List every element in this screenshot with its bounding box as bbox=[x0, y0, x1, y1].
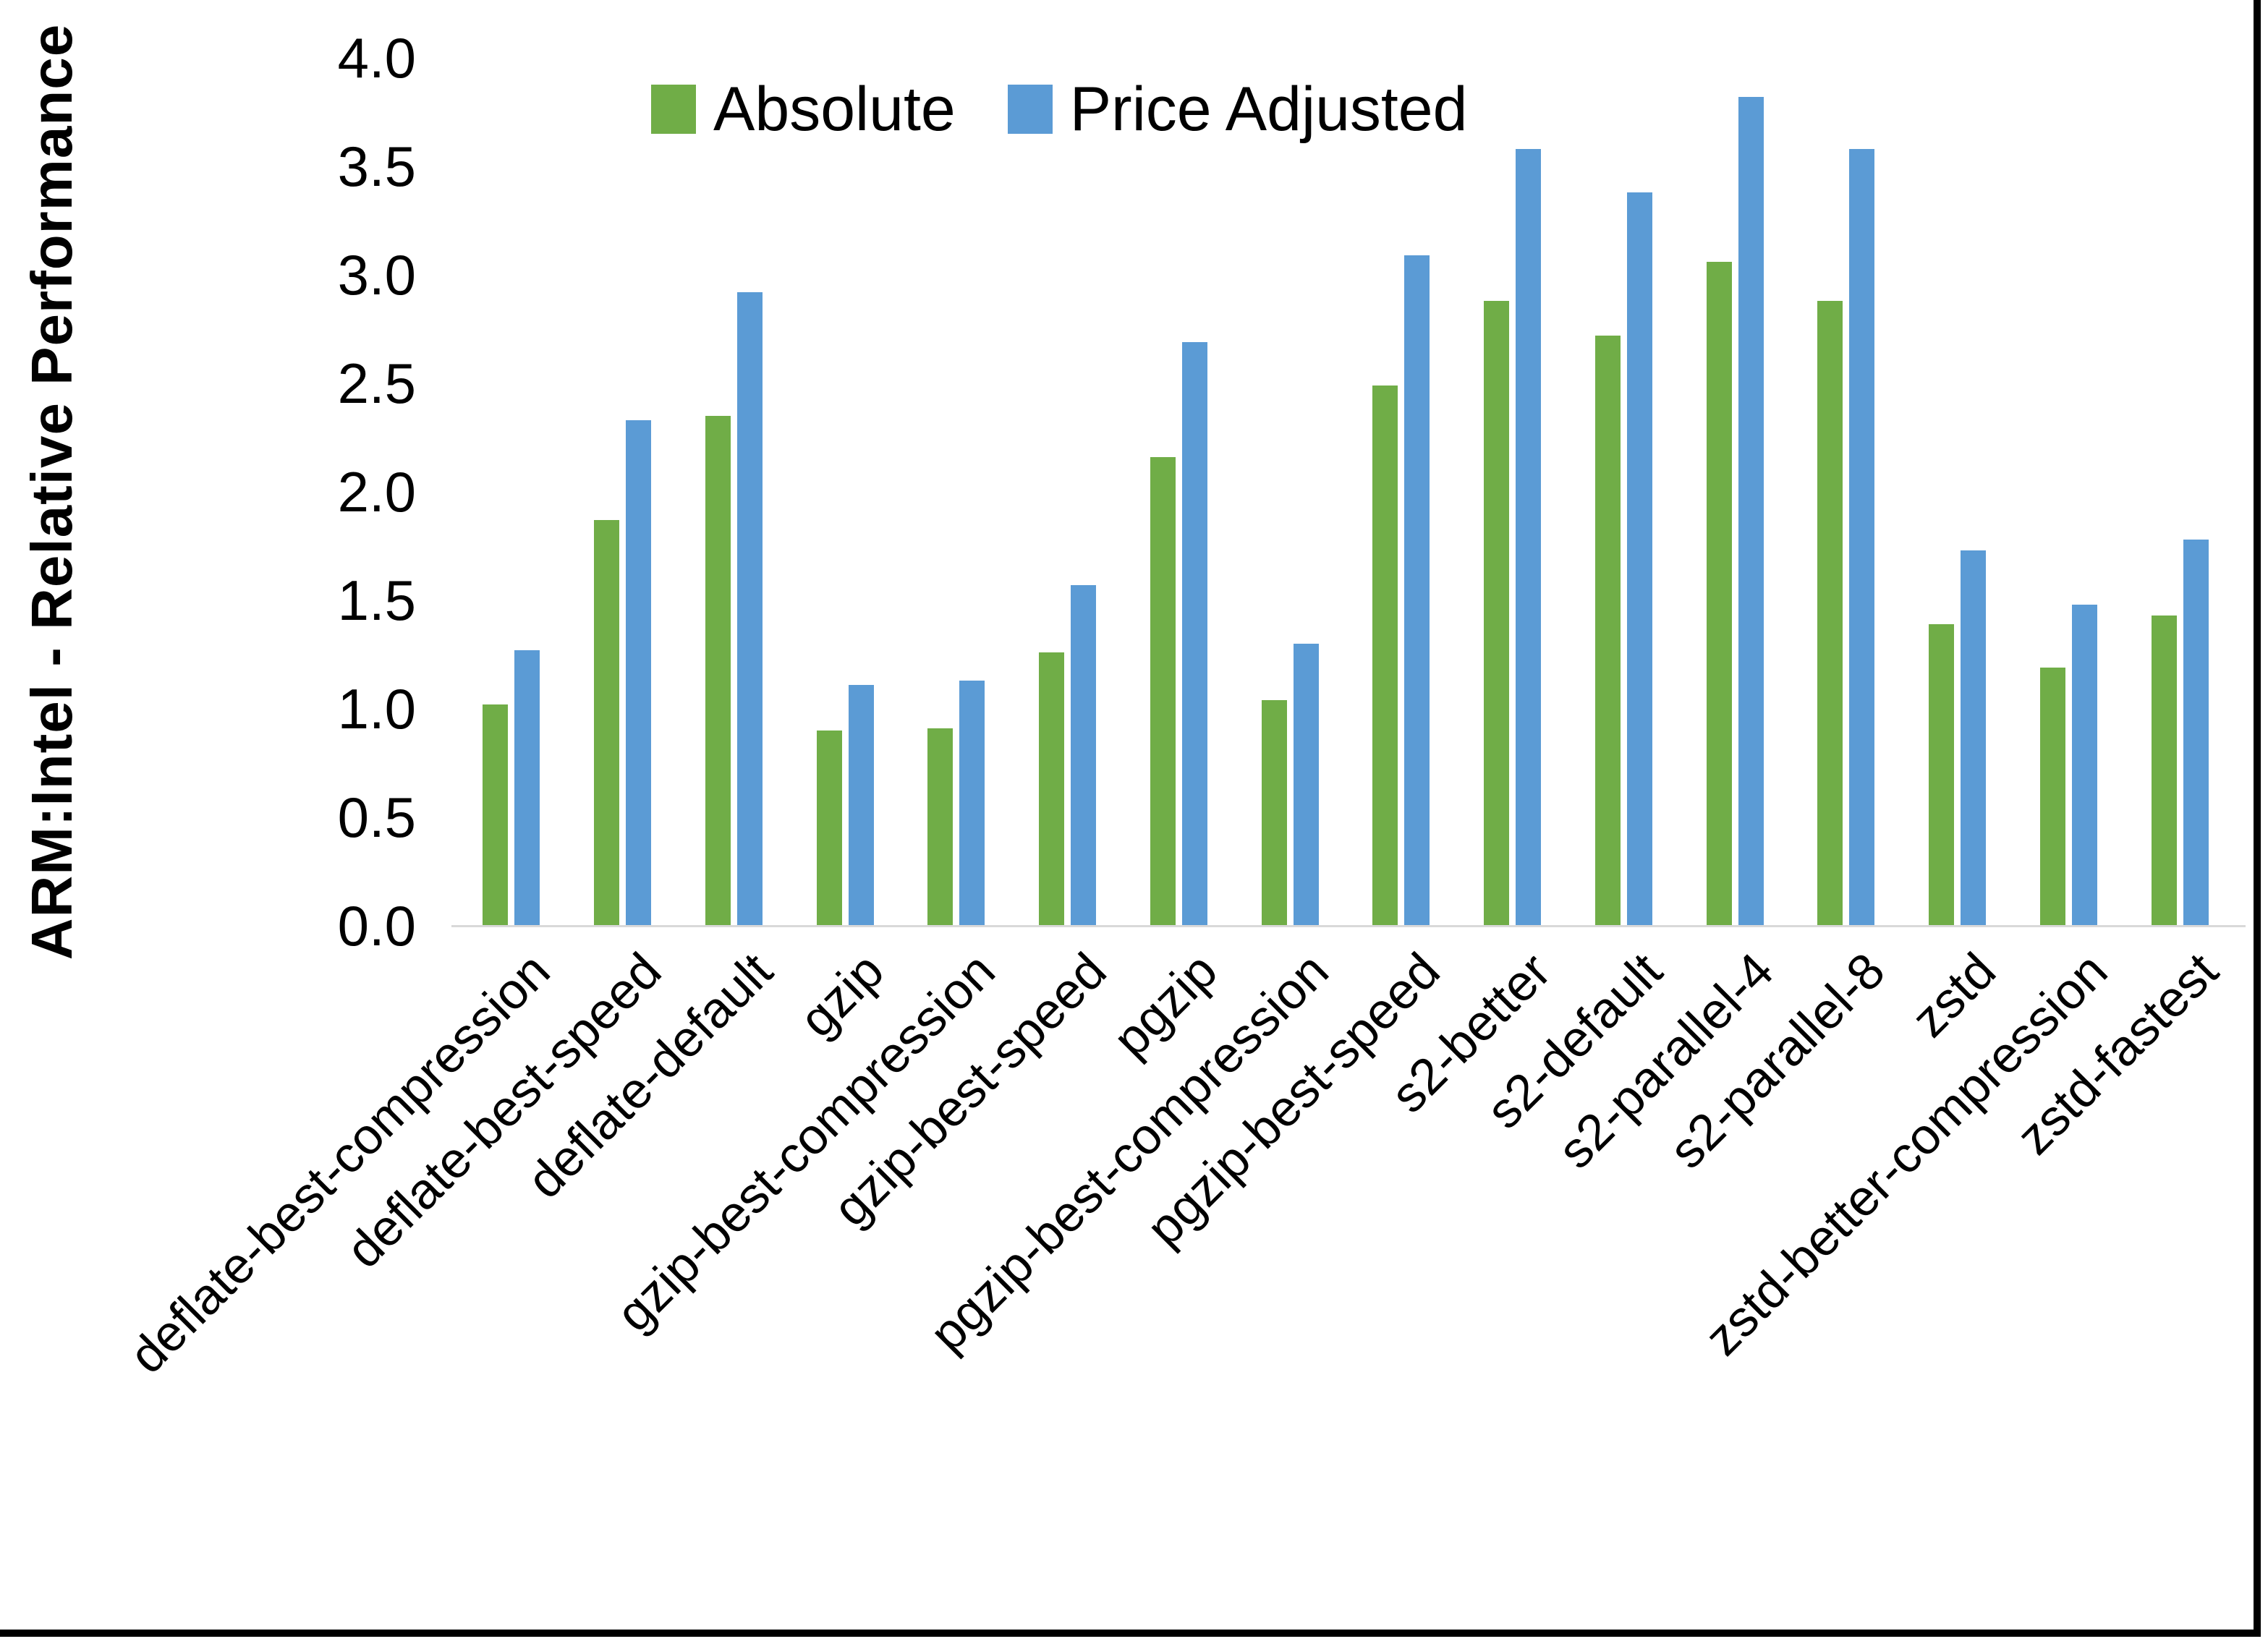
y-tick-label: 2.5 bbox=[337, 352, 416, 415]
bar-price-adjusted-deflate-default bbox=[736, 292, 763, 926]
bar-price-adjusted-s2-parallel-8 bbox=[1849, 149, 1875, 926]
bar-group-s2-parallel-8 bbox=[1791, 58, 1902, 926]
bar-group-gzip bbox=[789, 58, 901, 926]
bar-price-adjusted-pgzip-best-compression bbox=[1293, 644, 1319, 926]
bar-group-s2-better bbox=[1457, 58, 1568, 926]
y-tick-label: 4.0 bbox=[337, 26, 416, 90]
bar-group-pgzip-best-compression bbox=[1234, 58, 1346, 926]
y-axis-tick-labels: 4.0 3.5 3.0 2.5 2.0 1.5 1.0 0.5 0.0 bbox=[0, 30, 416, 954]
y-tick-label: 1.0 bbox=[337, 677, 416, 741]
y-tick-label: 0.0 bbox=[337, 894, 416, 958]
bar-price-adjusted-deflate-best-compression bbox=[514, 650, 540, 926]
bar-group-s2-parallel-4 bbox=[1679, 58, 1791, 926]
legend-label: Absolute bbox=[713, 74, 956, 144]
bar-price-adjusted-zstd-better-compression bbox=[2071, 605, 2097, 926]
bar-absolute-gzip-best-speed bbox=[1039, 652, 1065, 926]
bar-absolute-gzip bbox=[816, 731, 842, 926]
y-tick-label: 0.5 bbox=[337, 785, 416, 849]
bar-price-adjusted-pgzip bbox=[1181, 342, 1207, 926]
legend-label: Price Adjusted bbox=[1069, 74, 1468, 144]
legend: Absolute Price Adjusted bbox=[651, 78, 1467, 140]
bar-price-adjusted-gzip-best-compression bbox=[959, 681, 985, 926]
bar-absolute-s2-better bbox=[1484, 301, 1510, 926]
bar-group-deflate-default bbox=[679, 58, 790, 926]
bar-group-deflate-best-speed bbox=[567, 58, 679, 926]
bar-absolute-zstd-fastest bbox=[2151, 616, 2177, 926]
bar-price-adjusted-zstd-fastest bbox=[2183, 540, 2209, 926]
bar-price-adjusted-pgzip-best-speed bbox=[1404, 255, 1430, 926]
bar-group-zstd-better-compression bbox=[2013, 58, 2125, 926]
legend-item-absolute: Absolute bbox=[651, 78, 956, 140]
y-tick-label: 3.0 bbox=[337, 243, 416, 307]
legend-item-price-adjusted: Price Adjusted bbox=[1007, 74, 1468, 144]
bar-price-adjusted-s2-default bbox=[1626, 192, 1652, 926]
bar-group-gzip-best-speed bbox=[1012, 58, 1124, 926]
bar-price-adjusted-s2-parallel-4 bbox=[1738, 97, 1764, 926]
bar-group-zstd bbox=[1902, 58, 2013, 926]
bar-group-deflate-best-compression bbox=[456, 58, 567, 926]
y-tick-label: 1.5 bbox=[337, 568, 416, 632]
bar-absolute-deflate-best-compression bbox=[483, 704, 509, 926]
legend-swatch-icon bbox=[651, 85, 696, 134]
bar-group-zstd-fastest bbox=[2124, 58, 2235, 926]
bar-absolute-deflate-best-speed bbox=[594, 520, 620, 926]
x-category-label-deflate-best-compression: deflate-best-compression bbox=[118, 942, 561, 1384]
bar-group-pgzip bbox=[1124, 58, 1235, 926]
bar-absolute-zstd-better-compression bbox=[2039, 668, 2065, 926]
bar-absolute-pgzip-best-compression bbox=[1261, 700, 1287, 926]
y-tick-label: 2.0 bbox=[337, 460, 416, 524]
bars-container bbox=[456, 58, 2235, 926]
bar-absolute-gzip-best-compression bbox=[927, 728, 954, 926]
x-axis-line bbox=[451, 925, 2246, 927]
bar-price-adjusted-gzip-best-speed bbox=[1071, 585, 1097, 926]
bar-absolute-s2-default bbox=[1594, 336, 1621, 926]
bar-absolute-pgzip bbox=[1150, 457, 1176, 926]
bar-price-adjusted-zstd bbox=[1961, 550, 1987, 926]
bar-absolute-zstd bbox=[1929, 624, 1955, 926]
plot-area bbox=[451, 58, 2246, 927]
bar-price-adjusted-gzip bbox=[848, 685, 874, 926]
bar-group-pgzip-best-speed bbox=[1346, 58, 1457, 926]
bar-price-adjusted-deflate-best-speed bbox=[626, 420, 652, 926]
bar-absolute-deflate-default bbox=[705, 416, 731, 926]
x-axis-category-labels: deflate-best-compression deflate-best-spe… bbox=[119, 926, 2235, 1490]
bar-absolute-s2-parallel-4 bbox=[1706, 262, 1732, 926]
bar-group-s2-default bbox=[1568, 58, 1680, 926]
bar-absolute-s2-parallel-8 bbox=[1817, 301, 1843, 926]
bar-group-gzip-best-compression bbox=[901, 58, 1012, 926]
bar-absolute-pgzip-best-speed bbox=[1372, 386, 1398, 926]
y-tick-label: 3.5 bbox=[337, 135, 416, 198]
bar-price-adjusted-s2-better bbox=[1516, 149, 1542, 926]
legend-swatch-icon bbox=[1007, 85, 1053, 134]
